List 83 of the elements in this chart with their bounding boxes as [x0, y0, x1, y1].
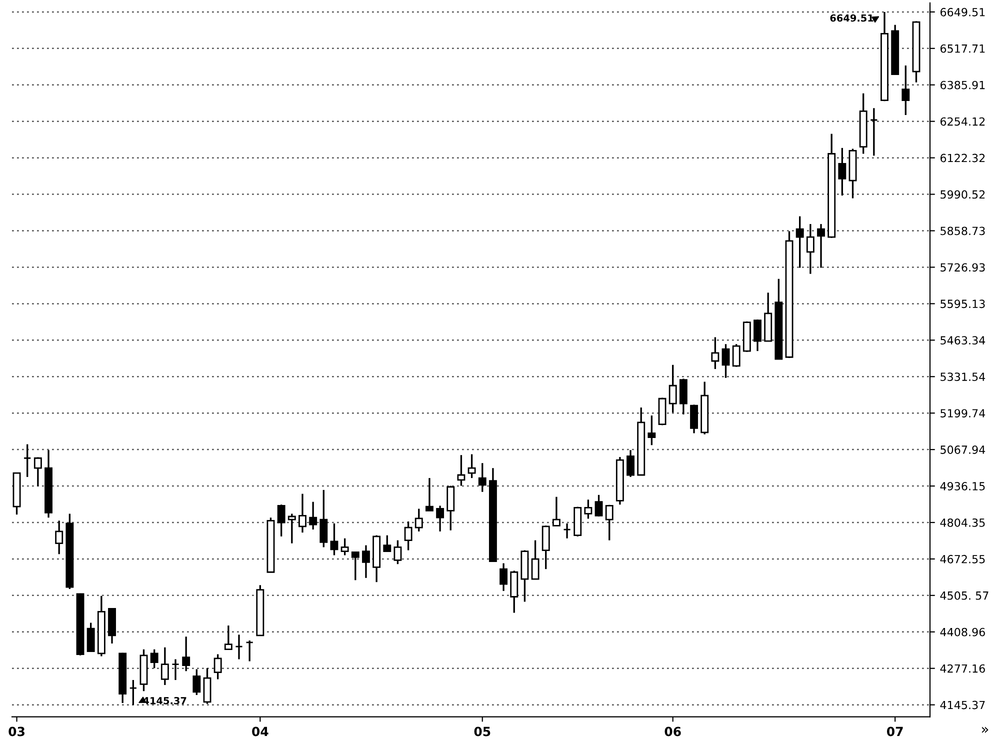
candlestick — [55, 520, 64, 555]
candlestick — [23, 443, 32, 478]
x-tick-label: 06 — [664, 726, 681, 736]
candlestick — [394, 539, 402, 565]
y-tick-label: 4408.96 — [940, 628, 985, 636]
candlestick — [150, 648, 158, 669]
candlestick — [870, 107, 878, 157]
candlestick — [468, 453, 476, 479]
y-tick-label: 6649.51 — [940, 8, 985, 16]
candlestick — [478, 462, 486, 493]
candlestick — [235, 634, 243, 660]
y-tick-label: 4672.55 — [940, 554, 985, 564]
candlestick — [552, 496, 560, 526]
candlestick — [425, 477, 434, 512]
y-tick-label: 4145.37 — [940, 700, 985, 710]
y-tick-label: 5331.54 — [940, 372, 986, 381]
candlestick — [722, 343, 730, 379]
y-tick-label: 6254.12 — [940, 117, 985, 126]
candlestick — [160, 646, 169, 686]
candlestick — [679, 378, 688, 416]
candlestick — [298, 492, 306, 534]
y-tick-label: 5858.73 — [940, 226, 985, 236]
candlestick — [531, 539, 540, 580]
y-tick-label: 6385.91 — [940, 80, 985, 90]
candlestick — [330, 522, 338, 556]
candlestick — [732, 343, 740, 368]
y-tick-label: 4505. 57 — [940, 591, 988, 600]
candlestick — [86, 622, 95, 653]
candlestick — [626, 449, 634, 478]
text: » — [982, 726, 988, 734]
candlestick — [648, 414, 656, 446]
candlestick — [436, 504, 444, 532]
candlestick — [214, 653, 222, 680]
candlestick — [288, 512, 296, 544]
candlestick — [902, 64, 910, 116]
y-tick-label: 5463.34 — [940, 336, 986, 345]
candlestick — [182, 636, 190, 672]
y-tick-label: 6122.32 — [940, 154, 985, 162]
x-tick-label: 03 — [8, 726, 24, 736]
candlestick — [500, 562, 508, 592]
y-tick-label: 4936.15 — [940, 482, 985, 490]
y-tick-label: 4804.35 — [940, 518, 985, 527]
y-tick-label: 6517.71 — [940, 44, 985, 53]
candlestick — [172, 658, 180, 681]
candlestick — [320, 489, 328, 548]
candlestick — [277, 504, 286, 538]
candlestick — [806, 223, 814, 275]
y-tick-label: 5726.93 — [940, 263, 985, 272]
candlestick — [362, 544, 370, 579]
y-tick-label: 5199.74 — [940, 409, 986, 418]
candlestick — [446, 484, 455, 532]
candlestick — [563, 522, 572, 540]
x-tick-label: 07 — [886, 726, 903, 736]
candlestick — [594, 494, 603, 518]
candlestick — [246, 640, 254, 662]
candlestick — [711, 336, 720, 370]
y-tick-label: 5990.52 — [940, 190, 985, 199]
candlestick — [414, 508, 423, 532]
candlestick — [817, 223, 825, 269]
candlestick — [34, 456, 42, 487]
candlestick — [605, 504, 614, 542]
candlestick — [838, 147, 846, 196]
y-tick-label: 5067.94 — [940, 446, 986, 454]
candlestick — [457, 454, 466, 487]
candlestick — [309, 501, 318, 530]
candlestick — [351, 551, 360, 581]
candlestick — [754, 318, 762, 352]
candlestick — [203, 667, 212, 705]
candlestick — [796, 215, 804, 269]
candlestick — [383, 534, 392, 552]
x-tick-label: 04 — [252, 726, 268, 736]
x-tick-label: 05 — [474, 726, 490, 736]
candlestick — [690, 404, 698, 434]
candlestick — [668, 364, 677, 414]
candlestick — [340, 538, 349, 556]
y-tick-label: 4277.16 — [940, 664, 985, 673]
candlestick — [584, 498, 592, 520]
candlestick — [404, 520, 412, 552]
candlestick — [129, 679, 138, 706]
candlestick — [542, 524, 550, 570]
candlestick — [224, 624, 232, 650]
y-tick-label: 5595.13 — [940, 300, 985, 308]
candlestick — [192, 668, 201, 696]
